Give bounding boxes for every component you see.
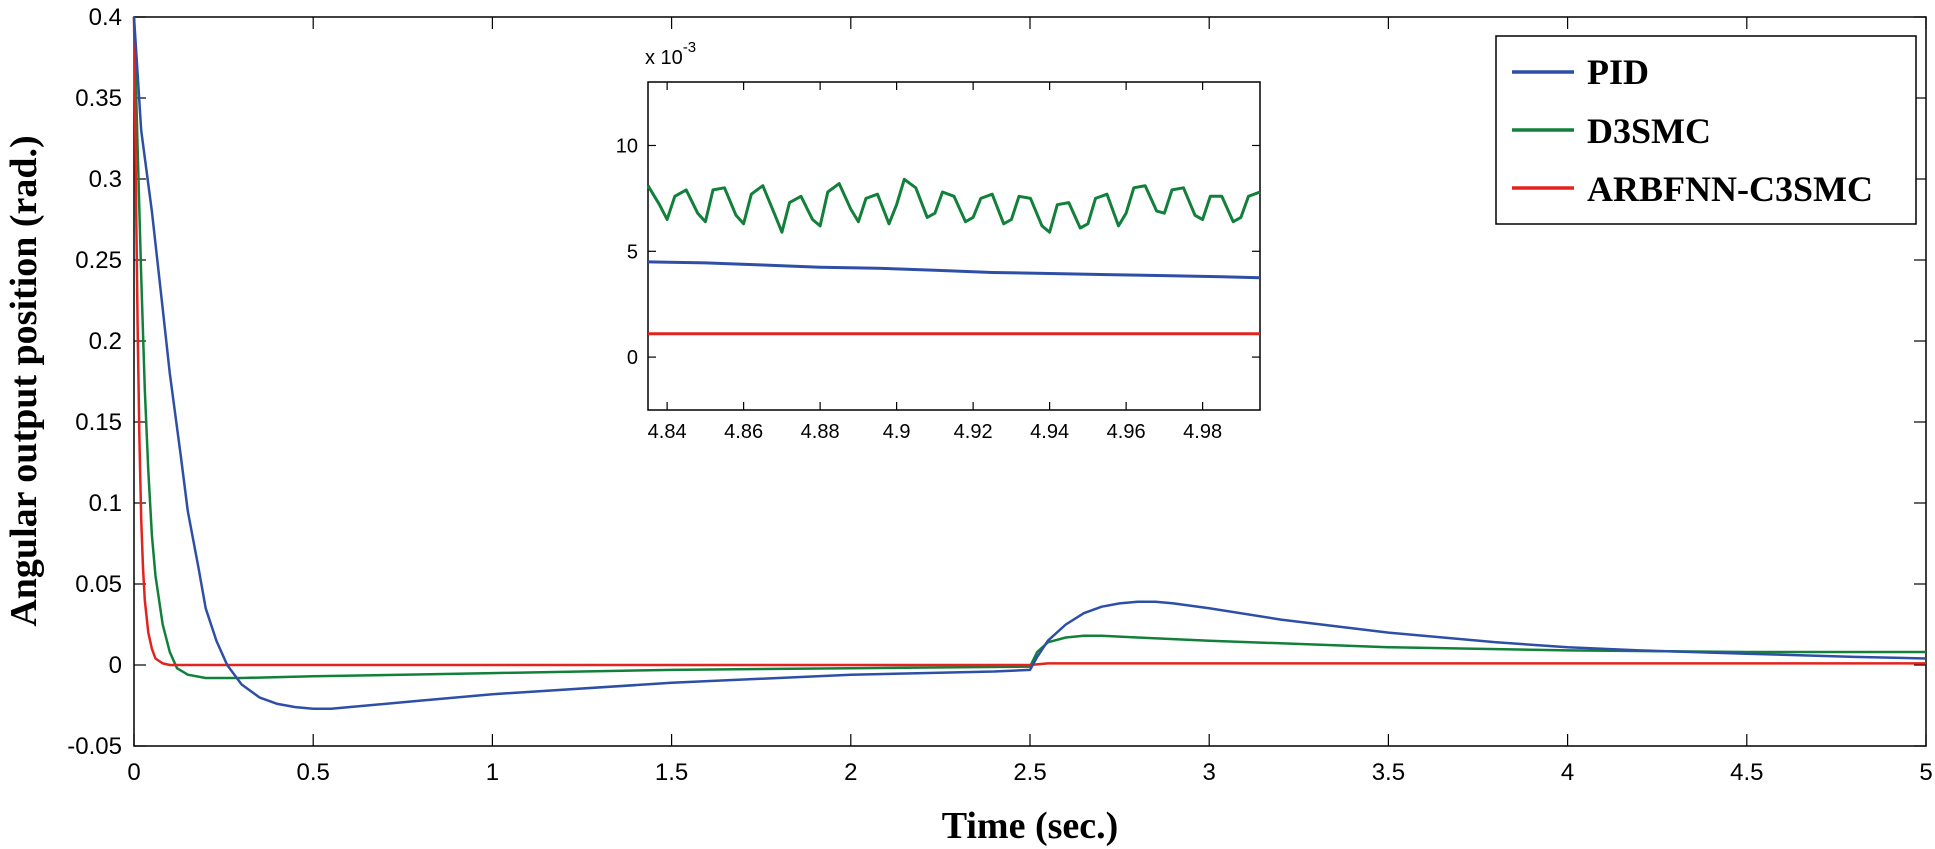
main-x-tick-label: 3.5: [1372, 759, 1405, 786]
inset-y-tick-label: 5: [627, 241, 638, 263]
legend-label-d3smc: D3SMC: [1587, 111, 1711, 151]
inset-exponent-label: x 10-3: [645, 39, 696, 69]
inset-x-tick-label: 4.92: [954, 421, 993, 443]
main-y-tick-label: 0.25: [75, 247, 122, 274]
main-y-tick-label: -0.05: [67, 733, 122, 760]
inset-x-tick-label: 4.9: [883, 421, 911, 443]
main-x-tick-label: 3: [1203, 759, 1216, 786]
main-y-tick-label: 0.3: [89, 166, 122, 193]
main-x-tick-label: 1.5: [655, 759, 688, 786]
main-y-tick-label: 0.1: [89, 490, 122, 517]
main-x-tick-label: 0.5: [297, 759, 330, 786]
main-x-tick-label: 2.5: [1013, 759, 1046, 786]
inset-y-tick-label: 10: [616, 135, 638, 157]
main-y-tick-label: 0.2: [89, 328, 122, 355]
inset-x-tick-label: 4.94: [1030, 421, 1069, 443]
main-series: [132, 16, 1927, 710]
main-series-d3smc: [132, 16, 1926, 680]
main-series-arbfnn-c3smc: [132, 16, 1926, 667]
inset-x-tick-label: 4.98: [1183, 421, 1222, 443]
inset-series-pid: [647, 260, 1261, 280]
main-series-pid: [132, 16, 1927, 710]
inset-x-tick-label: 4.96: [1107, 421, 1146, 443]
inset-x-tick-label: 4.88: [801, 421, 840, 443]
inset-y-tick-label: 0: [627, 347, 638, 369]
main-x-tick-label: 4.5: [1730, 759, 1763, 786]
main-x-tick-label: 5: [1919, 759, 1932, 786]
inset-series-d3smc: [646, 177, 1261, 234]
main-plot: 0 0.5 1 1.5 2 2.5 3 3.5 4 4.5 5-0.0500.050.10.150.…: [67, 4, 1932, 786]
main-y-tick-label: 0.05: [75, 571, 122, 598]
main-x-tick-label: 2: [844, 759, 857, 786]
inset-series: [646, 177, 1261, 336]
inset-ticks: 4.84 4.86 4.88 4.9 4.92 4.94 4.96 4.98 0 5 10: [616, 82, 1260, 443]
inset-exponent-power: -3: [683, 39, 696, 56]
main-y-tick-label: 0.4: [89, 4, 122, 31]
legend-label-pid: PID: [1587, 52, 1649, 92]
inset-exponent-base: x 10: [645, 47, 683, 69]
legend: PID D3SMC ARBFNN-C3SMC: [1495, 35, 1917, 225]
main-y-tick-label: 0.35: [75, 85, 122, 112]
main-x-tick-label: 0: [127, 759, 140, 786]
legend-label-arbfnn-c3smc: ARBFNN-C3SMC: [1587, 169, 1873, 209]
inset-x-tick-label: 4.84: [648, 421, 687, 443]
inset-plot-frame: [647, 81, 1261, 411]
inset-background: [648, 82, 1260, 410]
main-y-tick-label: 0.15: [75, 409, 122, 436]
inset-x-tick-label: 4.86: [724, 421, 763, 443]
x-axis-label: Time (sec.): [942, 805, 1119, 847]
main-y-tick-label: 0: [109, 652, 122, 679]
main-ticks: 0 0.5 1 1.5 2 2.5 3 3.5 4 4.5 5-0.0500.050.10.150.…: [67, 4, 1932, 786]
y-axis-label: Angular output position (rad.): [3, 135, 45, 626]
inset-plot: 4.84 4.86 4.88 4.9 4.92 4.94 4.96 4.98 0 5 10 x 10…: [616, 39, 1261, 443]
main-x-tick-label: 1: [486, 759, 499, 786]
main-x-tick-label: 4: [1561, 759, 1574, 786]
